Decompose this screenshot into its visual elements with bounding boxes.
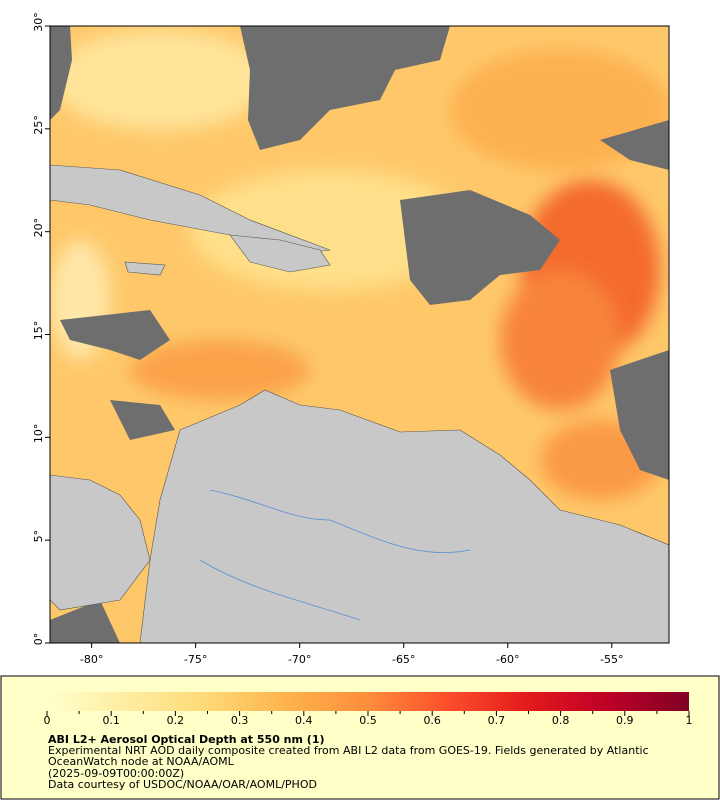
y-tick-label: 15° bbox=[32, 321, 45, 341]
colorbar-tick-label: 0.6 bbox=[423, 714, 441, 727]
map-image bbox=[50, 26, 669, 643]
y-tick-label: 25° bbox=[32, 115, 45, 135]
colorbar-tick-label: 0.9 bbox=[616, 714, 634, 727]
caption-title: ABI L2+ Aerosol Optical Depth at 550 nm … bbox=[48, 733, 325, 746]
colorbar-tick-label: 0.8 bbox=[552, 714, 570, 727]
x-tick-label: -75° bbox=[184, 653, 207, 666]
caption-credit: Data courtesy of USDOC/NOAA/OAR/AOML/PHO… bbox=[48, 778, 317, 791]
colorbar-tick-label: 0.4 bbox=[295, 714, 313, 727]
y-tick-label: 10° bbox=[32, 424, 45, 444]
colorbar-tick-label: 0.3 bbox=[231, 714, 249, 727]
colorbar-tick-label: 0.2 bbox=[167, 714, 185, 727]
colorbar-tick-label: 0.5 bbox=[359, 714, 377, 727]
y-tick-label: 20° bbox=[32, 218, 45, 238]
colorbar-tick-label: 0.7 bbox=[488, 714, 506, 727]
colorbar-tick-label: 1 bbox=[686, 714, 693, 727]
y-tick-label: 30° bbox=[32, 12, 45, 32]
y-tick-label: 0° bbox=[32, 633, 45, 646]
colorbar bbox=[47, 692, 689, 711]
y-tick-label: 5° bbox=[32, 530, 45, 543]
x-tick-label: -55° bbox=[600, 653, 623, 666]
x-tick-label: -60° bbox=[496, 653, 519, 666]
caption-date: (2025-09-09T00:00:00Z) bbox=[48, 767, 184, 780]
colorbar-tick-label: 0.1 bbox=[102, 714, 120, 727]
colorbar-tick-label: 0 bbox=[44, 714, 51, 727]
x-tick-label: -65° bbox=[392, 653, 415, 666]
x-tick-label: -70° bbox=[288, 653, 311, 666]
x-tick-label: -80° bbox=[80, 653, 103, 666]
caption-description: Experimental NRT AOD daily composite cre… bbox=[48, 744, 649, 768]
